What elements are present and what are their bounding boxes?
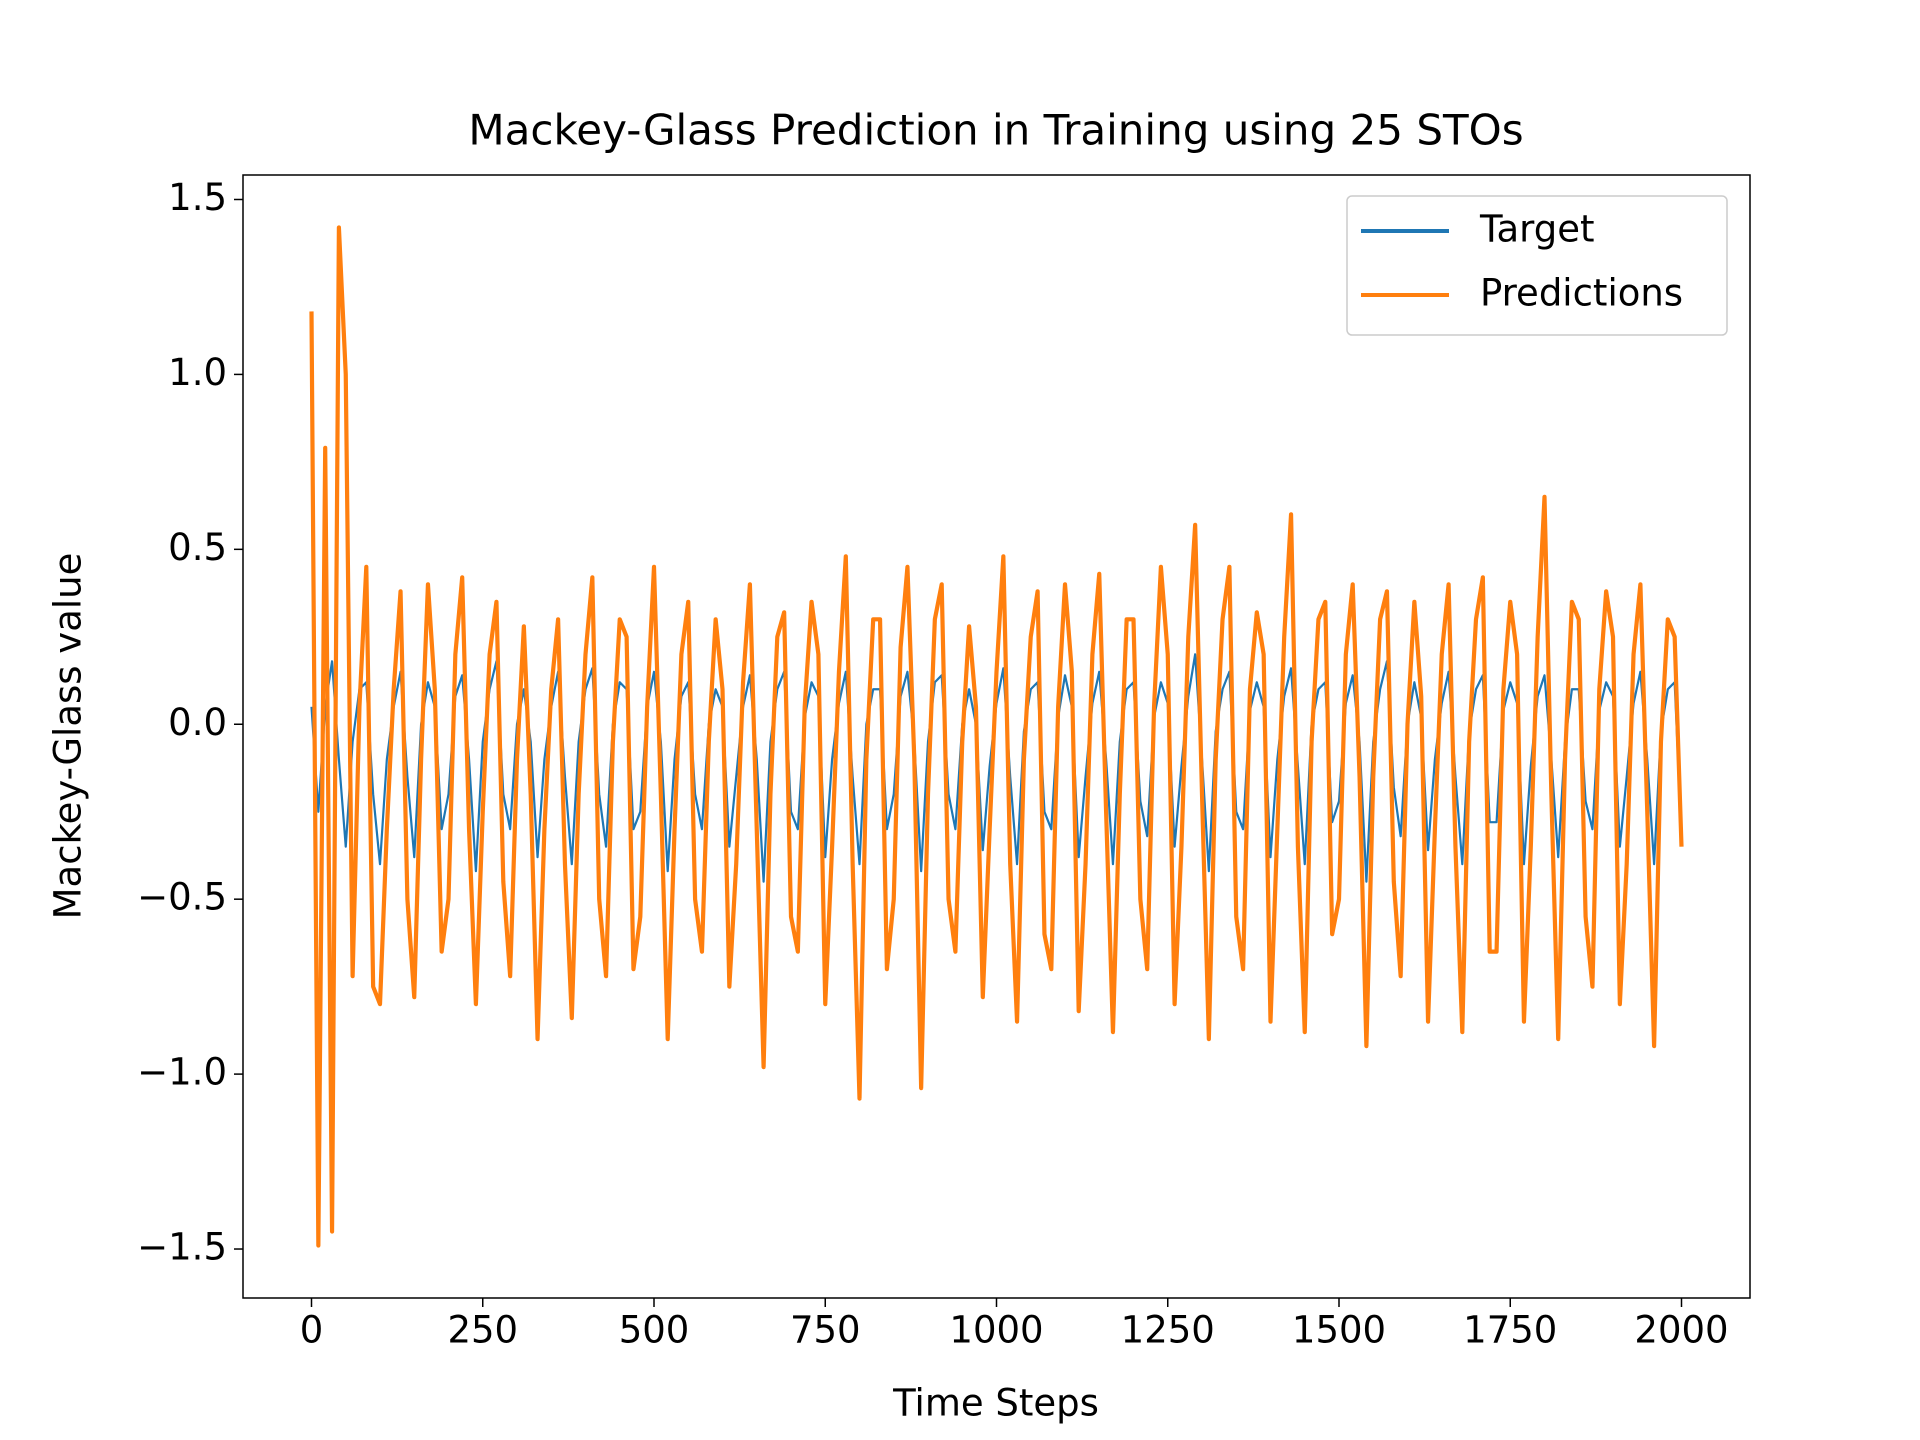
- y-tick-label: −0.5: [137, 876, 227, 919]
- y-tick-label: −1.5: [137, 1226, 227, 1269]
- x-tick-label: 2000: [1634, 1309, 1728, 1352]
- x-tick-label: 1000: [949, 1309, 1043, 1352]
- x-tick-label: 0: [300, 1309, 324, 1352]
- series-line: [309, 225, 1684, 1248]
- x-tick-label: 750: [790, 1309, 861, 1352]
- legend-label: Target: [1479, 208, 1594, 251]
- y-tick-label: 1.0: [168, 351, 227, 394]
- x-tick-label: 1500: [1292, 1309, 1386, 1352]
- y-tick-label: 0.5: [168, 526, 227, 569]
- legend-label: Predictions: [1480, 272, 1683, 315]
- y-tick-label: −1.0: [137, 1051, 227, 1094]
- x-axis-label: Time Steps: [892, 1382, 1099, 1425]
- plot-frame: [242, 174, 1751, 1299]
- y-tick-label: 1.5: [168, 176, 227, 219]
- chart-title: Mackey-Glass Prediction in Training usin…: [468, 106, 1523, 155]
- y-tick-label: 0.0: [168, 701, 227, 744]
- x-tick-label: 1750: [1463, 1309, 1557, 1352]
- x-tick-label: 250: [447, 1309, 518, 1352]
- x-tick-label: 500: [619, 1309, 690, 1352]
- y-axis-label: Mackey-Glass value: [47, 553, 90, 920]
- x-tick-label: 1250: [1121, 1309, 1215, 1352]
